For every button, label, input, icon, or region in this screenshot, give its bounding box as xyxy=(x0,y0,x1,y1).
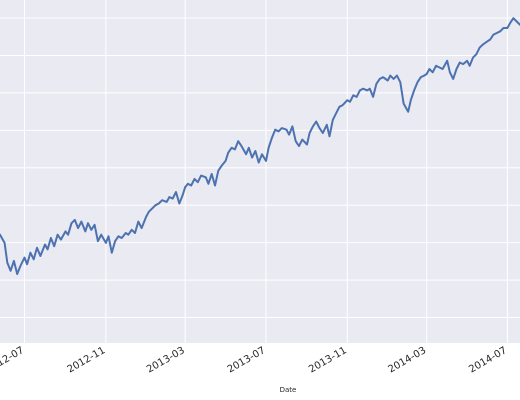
series-group xyxy=(0,17,520,275)
x-tick-label-2013-11: 2013-11 xyxy=(307,345,349,375)
x-tick-label-2014-03: 2014-03 xyxy=(387,345,429,375)
series-line-0 xyxy=(0,17,520,275)
grid xyxy=(0,0,520,343)
x-tick-label-2012-11: 2012-11 xyxy=(66,345,108,375)
plot-area xyxy=(0,0,520,343)
x-tick-label-2013-07: 2013-07 xyxy=(226,345,268,375)
x-tick-labels: 2012-07 2012-11 2013-03 2013-07 2013-11 2014-… xyxy=(0,345,509,375)
x-axis-label: Date xyxy=(280,386,297,394)
x-tick-label-2012-07: 2012-07 xyxy=(0,345,26,375)
x-tick-label-2013-03: 2013-03 xyxy=(145,345,187,375)
x-tick-label-2014-07: 2014-07 xyxy=(467,345,509,375)
